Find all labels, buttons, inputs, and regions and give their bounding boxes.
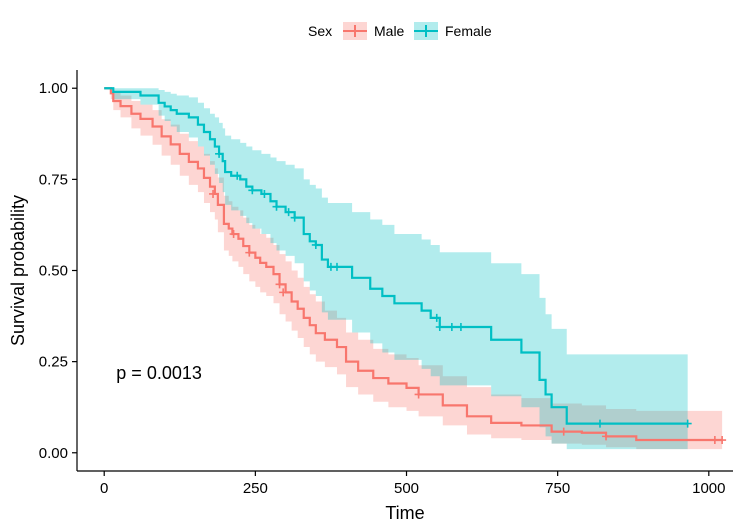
male-censor-mark bbox=[229, 230, 238, 239]
male-censor-mark bbox=[559, 427, 568, 436]
male-confidence-band bbox=[104, 88, 723, 450]
female-censor-mark bbox=[595, 419, 604, 428]
y-axis-title: Survival probability bbox=[8, 195, 28, 346]
legend-title: Sex bbox=[308, 23, 332, 39]
legend: Sex Male Female bbox=[308, 22, 492, 40]
female-censor-mark bbox=[432, 313, 441, 322]
x-tick-label: 750 bbox=[545, 480, 570, 497]
female-censor-mark bbox=[332, 262, 341, 271]
female-confidence-band bbox=[104, 88, 688, 450]
confidence-bands bbox=[104, 88, 723, 450]
male-censor-mark bbox=[279, 288, 288, 297]
legend-item-male: Male bbox=[343, 22, 405, 40]
female-censor-mark bbox=[311, 240, 320, 249]
p-value-annotation: p = 0.0013 bbox=[116, 363, 202, 383]
female-censor-mark bbox=[447, 323, 456, 332]
female-censor-mark bbox=[456, 323, 465, 332]
female-censor-mark bbox=[215, 149, 224, 158]
female-censor-mark bbox=[248, 186, 257, 195]
female-censor-mark bbox=[284, 208, 293, 217]
male-censor-mark bbox=[710, 436, 719, 445]
male-censor-mark bbox=[275, 280, 284, 289]
x-axis-title: Time bbox=[385, 503, 424, 523]
y-tick-label: 0.00 bbox=[39, 445, 68, 462]
female-censor-mark bbox=[683, 419, 692, 428]
male-censor-mark bbox=[245, 248, 254, 257]
legend-label: Female bbox=[445, 23, 492, 39]
x-tick-label: 500 bbox=[394, 480, 419, 497]
censor-marks bbox=[209, 149, 727, 445]
legend-item-female: Female bbox=[414, 22, 492, 40]
x-tick-label: 1000 bbox=[692, 480, 725, 497]
y-tick-label: 0.75 bbox=[39, 171, 68, 188]
female-censor-mark bbox=[272, 202, 281, 211]
y-tick-label: 1.00 bbox=[39, 80, 68, 97]
legend-label: Male bbox=[374, 23, 405, 39]
female-censor-mark bbox=[435, 323, 444, 332]
female-censor-mark bbox=[290, 213, 299, 222]
y-tick-label: 0.25 bbox=[39, 354, 68, 371]
male-censor-mark bbox=[718, 436, 727, 445]
male-survival-curve bbox=[104, 87, 723, 442]
x-tick-label: 250 bbox=[243, 480, 268, 497]
y-tick-label: 0.50 bbox=[39, 263, 68, 280]
female-censor-mark bbox=[260, 189, 269, 198]
male-censor-mark bbox=[209, 189, 218, 198]
axes: 0 250 500 750 1000 0.00 0.25 0.50 0.75 1.00 Time Su… bbox=[8, 70, 733, 523]
female-censor-mark bbox=[233, 171, 242, 180]
male-censor-mark bbox=[414, 390, 423, 399]
x-tick-label: 0 bbox=[100, 480, 108, 497]
male-censor-mark bbox=[602, 432, 611, 441]
